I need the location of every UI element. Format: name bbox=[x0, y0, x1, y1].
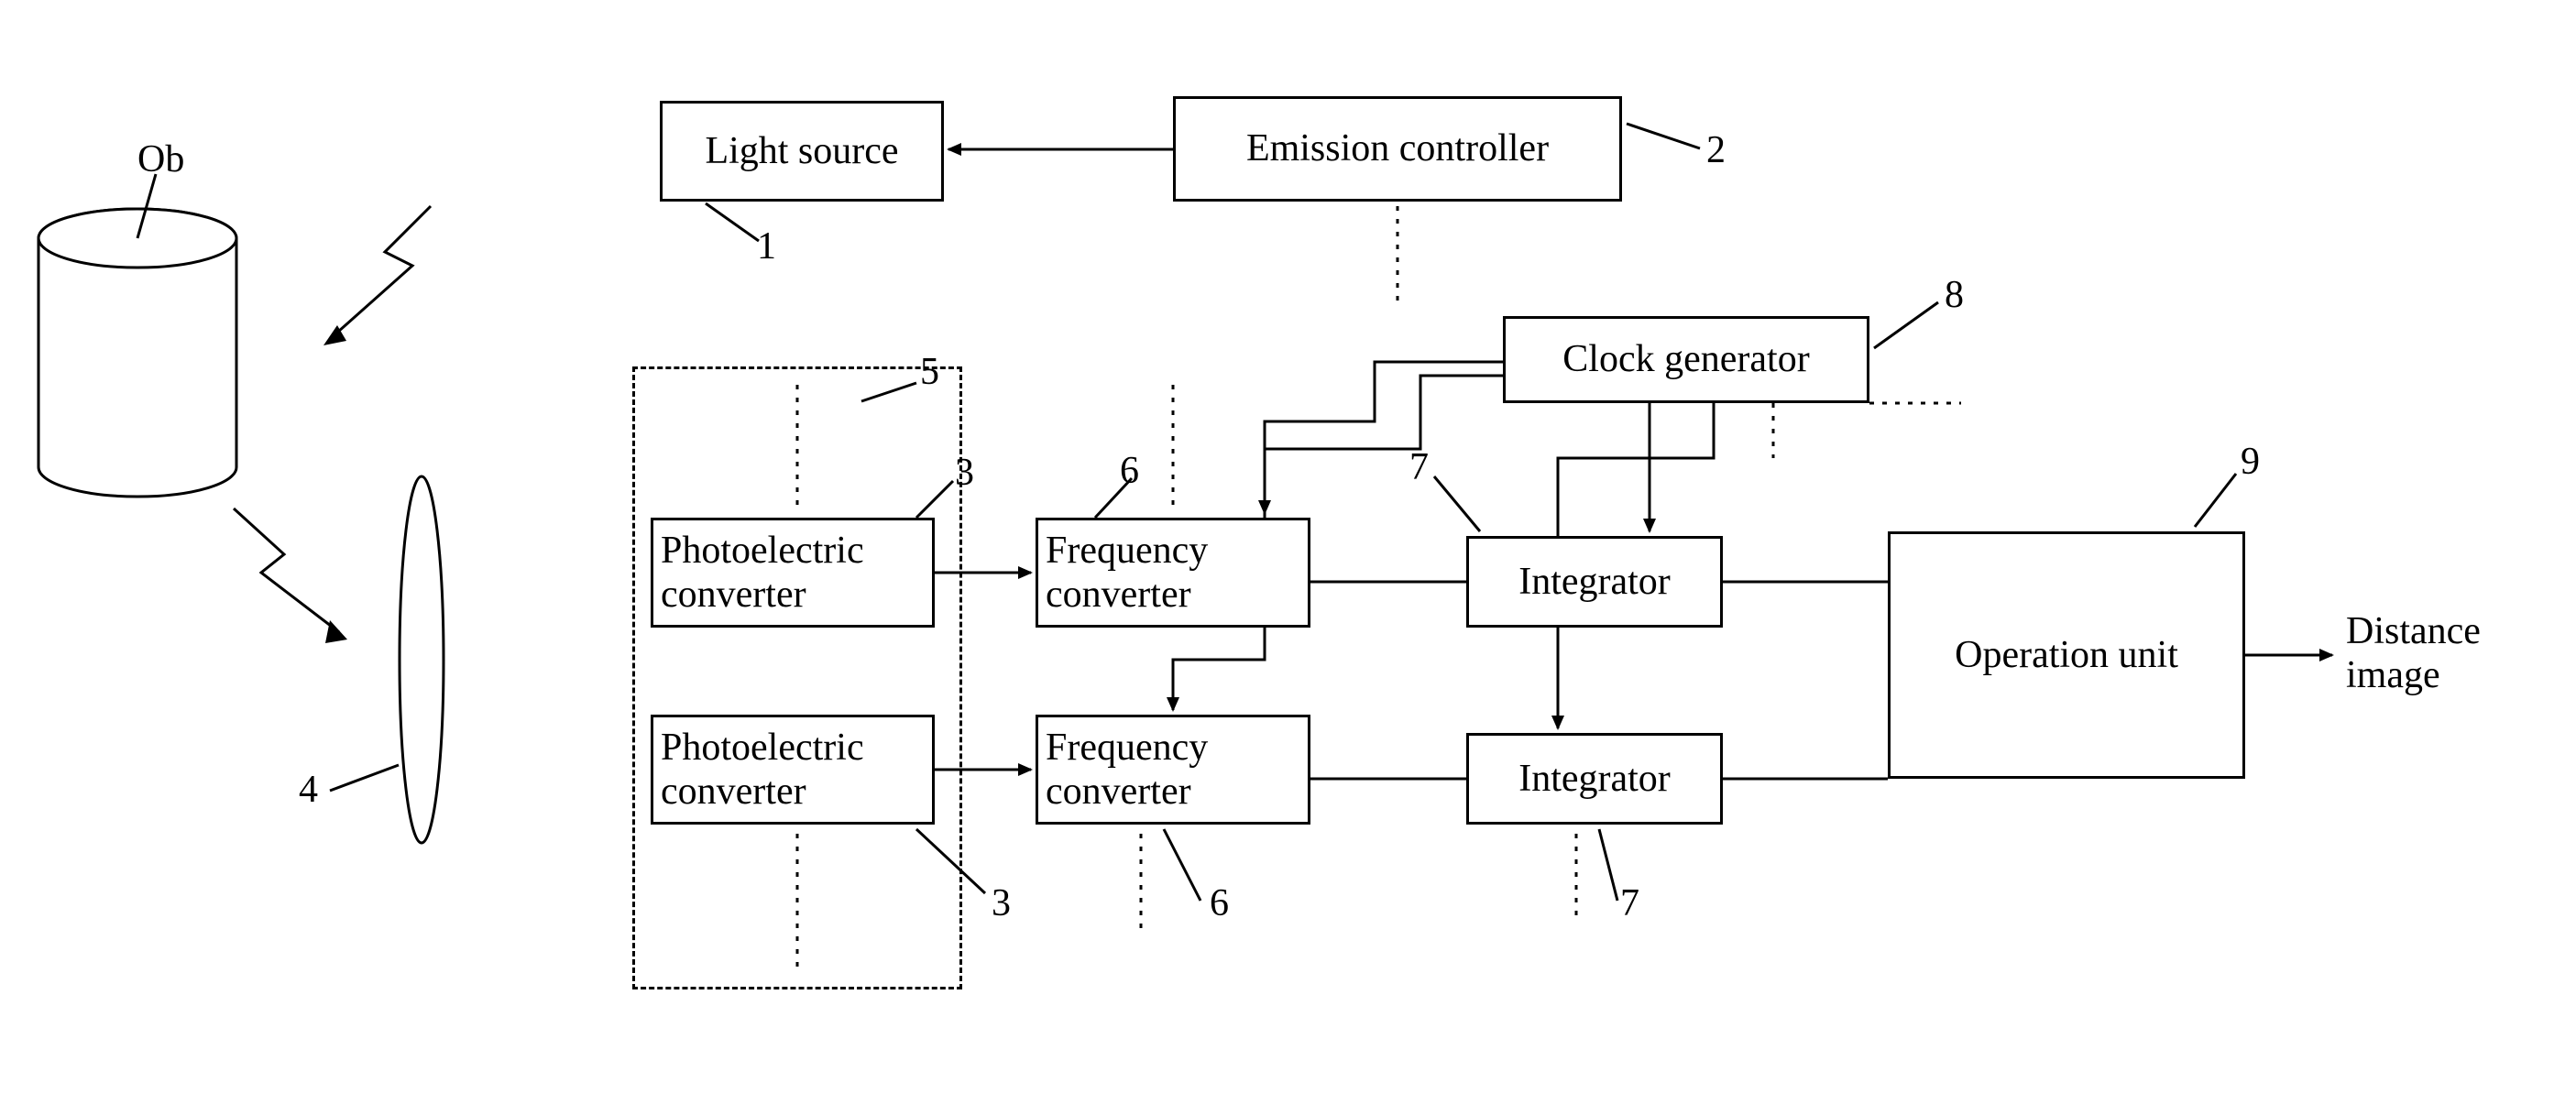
integrator-1-label: Integrator bbox=[1518, 560, 1671, 604]
operation-unit-block: Operation unit bbox=[1888, 531, 2245, 779]
ref-9: 9 bbox=[2241, 440, 2260, 484]
light-source-block: Light source bbox=[660, 101, 944, 202]
image-pickup-device-box bbox=[632, 366, 962, 989]
frequency-converter-1-label: Frequency converter bbox=[1046, 529, 1300, 618]
ref-6a: 6 bbox=[1120, 449, 1139, 493]
photoelectric-converter-1-block: Photoelectric converter bbox=[651, 518, 935, 628]
photoelectric-converter-2-label: Photoelectric converter bbox=[661, 726, 925, 814]
ref-ob: Ob bbox=[137, 137, 184, 181]
diagram-container: Light source Emission controller Clock g… bbox=[0, 0, 2576, 1115]
light-to-object-arrow bbox=[323, 206, 431, 345]
operation-unit-label: Operation unit bbox=[1955, 633, 2178, 677]
output-label: Distance image bbox=[2346, 609, 2481, 698]
integrator-2-block: Integrator bbox=[1466, 733, 1723, 825]
light-source-label: Light source bbox=[705, 129, 898, 173]
ref-6b: 6 bbox=[1210, 881, 1229, 925]
frequency-converter-1-block: Frequency converter bbox=[1036, 518, 1310, 628]
output-label-line2: image bbox=[2346, 653, 2481, 697]
ref-5: 5 bbox=[920, 350, 939, 394]
ref-2: 2 bbox=[1706, 128, 1726, 172]
ref-8: 8 bbox=[1945, 273, 1964, 317]
object-cylinder bbox=[38, 209, 236, 497]
object-to-lens-arrow bbox=[234, 508, 347, 643]
ref-4: 4 bbox=[299, 768, 318, 812]
emission-controller-block: Emission controller bbox=[1173, 96, 1622, 202]
clock-generator-label: Clock generator bbox=[1562, 337, 1809, 381]
ref-3b: 3 bbox=[992, 881, 1011, 925]
integrator-2-label: Integrator bbox=[1518, 757, 1671, 801]
photoelectric-converter-1-label: Photoelectric converter bbox=[661, 529, 925, 618]
lens bbox=[400, 476, 444, 843]
integrator-1-block: Integrator bbox=[1466, 536, 1723, 628]
clock-generator-block: Clock generator bbox=[1503, 316, 1869, 403]
edge-clock-fc1 bbox=[1265, 362, 1503, 513]
ref-3a: 3 bbox=[955, 451, 974, 495]
emission-controller-label: Emission controller bbox=[1246, 126, 1549, 170]
photoelectric-converter-2-block: Photoelectric converter bbox=[651, 715, 935, 825]
frequency-converter-2-block: Frequency converter bbox=[1036, 715, 1310, 825]
ref-7b: 7 bbox=[1620, 881, 1639, 925]
frequency-converter-2-label: Frequency converter bbox=[1046, 726, 1300, 814]
ref-1: 1 bbox=[757, 224, 776, 268]
output-label-line1: Distance bbox=[2346, 609, 2481, 653]
ref-7a: 7 bbox=[1409, 445, 1429, 489]
